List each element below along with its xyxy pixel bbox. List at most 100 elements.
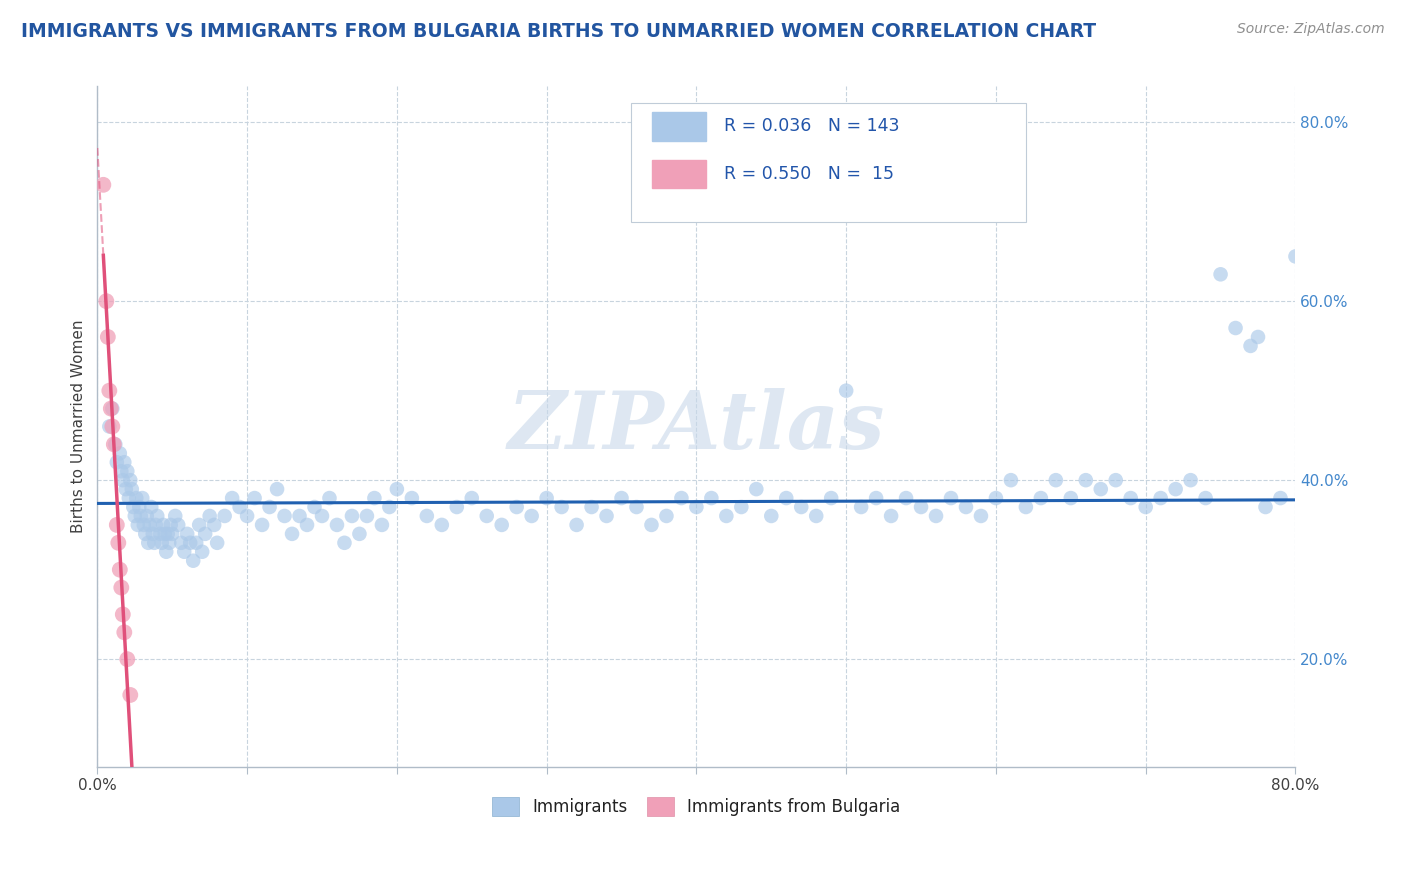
Point [214, 508, 236, 523]
Bar [652, 112, 706, 141]
Point [145, 517, 167, 532]
Point [128, 500, 150, 514]
Y-axis label: Births to Unmarried Women: Births to Unmarried Women [72, 319, 86, 533]
Point [141, 500, 163, 514]
Point [446, 500, 468, 514]
Point [120, 473, 142, 487]
Point [111, 607, 134, 622]
Point [1060, 491, 1083, 505]
Point [146, 508, 169, 523]
Point [849, 500, 872, 514]
Point [626, 500, 648, 514]
Legend: Immigrants, Immigrants from Bulgaria: Immigrants, Immigrants from Bulgaria [485, 790, 907, 822]
Point [461, 491, 484, 505]
Point [356, 508, 378, 523]
Point [191, 545, 214, 559]
Point [131, 491, 153, 505]
Point [1119, 491, 1142, 505]
Point [730, 500, 752, 514]
Point [378, 500, 401, 514]
Point [173, 545, 195, 559]
Point [250, 517, 273, 532]
Point [1164, 482, 1187, 496]
Point [105, 517, 128, 532]
Point [118, 491, 141, 505]
Point [273, 508, 295, 523]
Point [101, 419, 124, 434]
Point [176, 527, 198, 541]
Point [160, 527, 183, 541]
Point [1045, 473, 1067, 487]
Point [281, 527, 304, 541]
Point [155, 545, 177, 559]
Point [143, 536, 166, 550]
Point [156, 527, 179, 541]
Point [910, 500, 932, 514]
Point [371, 517, 394, 532]
Point [550, 500, 572, 514]
Point [595, 508, 617, 523]
Point [117, 464, 139, 478]
Point [157, 536, 180, 550]
Text: ZIPAtlas: ZIPAtlas [508, 388, 886, 466]
Point [295, 517, 318, 532]
Point [132, 517, 155, 532]
Point [104, 437, 127, 451]
Point [880, 508, 903, 523]
Point [129, 508, 152, 523]
Point [536, 491, 558, 505]
Point [159, 517, 181, 532]
Point [202, 517, 225, 532]
FancyBboxPatch shape [630, 103, 1026, 222]
Point [1029, 491, 1052, 505]
Point [333, 536, 356, 550]
Point [775, 491, 797, 505]
Point [671, 491, 693, 505]
Point [318, 491, 340, 505]
Point [120, 688, 142, 702]
Text: Source: ZipAtlas.com: Source: ZipAtlas.com [1237, 22, 1385, 37]
Point [181, 554, 204, 568]
Point [179, 536, 201, 550]
Point [970, 508, 993, 523]
Point [259, 500, 281, 514]
Point [110, 581, 132, 595]
Point [127, 517, 149, 532]
Point [167, 517, 190, 532]
Point [655, 508, 678, 523]
Point [1225, 321, 1247, 335]
Point [700, 491, 723, 505]
Point [97, 330, 120, 344]
Point [101, 401, 124, 416]
Point [505, 500, 527, 514]
Point [1000, 473, 1022, 487]
Point [326, 517, 349, 532]
Point [243, 491, 266, 505]
Point [716, 508, 738, 523]
Point [221, 491, 243, 505]
Point [194, 527, 217, 541]
Point [98, 384, 121, 398]
Point [112, 625, 135, 640]
Point [139, 517, 162, 532]
Point [1284, 249, 1306, 263]
Point [1015, 500, 1038, 514]
Point [1150, 491, 1173, 505]
Point [349, 527, 371, 541]
Point [205, 536, 228, 550]
Point [111, 473, 134, 487]
Point [640, 517, 662, 532]
Point [363, 491, 385, 505]
Point [142, 527, 165, 541]
Point [186, 536, 208, 550]
Point [100, 401, 122, 416]
Point [93, 178, 115, 192]
Point [955, 500, 977, 514]
Bar [652, 160, 706, 188]
Point [112, 455, 135, 469]
Point [125, 491, 148, 505]
Text: R = 0.550   N =  15: R = 0.550 N = 15 [724, 165, 894, 183]
Point [475, 508, 498, 523]
Point [865, 491, 887, 505]
Point [401, 491, 423, 505]
